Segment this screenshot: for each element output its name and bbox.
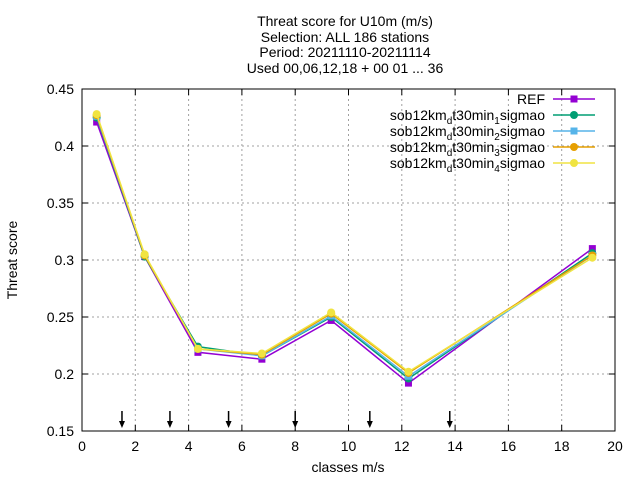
arrow-head [366, 421, 373, 428]
legend-marker [570, 159, 578, 167]
arrow-head [166, 421, 173, 428]
legend-marker [570, 95, 578, 103]
legend-entry-5: sob12kmdt30min4sigmao [390, 155, 595, 175]
y-axis-label: Threat score [4, 220, 20, 299]
class-limit-arrows [118, 411, 453, 428]
legend-label: sob12kmdt30min4sigmao [390, 155, 545, 175]
grid-lines [82, 89, 615, 431]
chart-title: Threat score for U10m (m/s) Selection: A… [247, 13, 444, 76]
x-tick-label: 10 [341, 438, 357, 454]
title-line-4: Used 00,06,12,18 + 00 01 ... 36 [247, 60, 444, 76]
series-layer [92, 110, 597, 387]
legend-label: sob12kmdt30min2sigmao [390, 123, 545, 143]
legend-marker [570, 111, 578, 119]
x-tick-label: 18 [554, 438, 570, 454]
arrow-head [118, 421, 125, 428]
x-tick-label: 8 [291, 438, 299, 454]
y-tick-label: 0.3 [55, 252, 75, 268]
arrow-head [446, 421, 453, 428]
data-point [404, 379, 412, 387]
series-5 [92, 110, 597, 376]
legend-marker [570, 127, 578, 135]
x-tick-label: 20 [607, 438, 623, 454]
y-tick-label: 0.45 [47, 81, 74, 97]
data-point [92, 110, 101, 119]
data-point [588, 253, 597, 262]
x-tick-label: 4 [185, 438, 193, 454]
legend: REFsob12kmdt30min1sigmaosob12kmdt30min2s… [390, 91, 595, 175]
x-tick-label: 12 [394, 438, 410, 454]
y-tick-label: 0.15 [47, 423, 74, 439]
legend-entry-3: sob12kmdt30min2sigmao [390, 123, 595, 143]
legend-entry-4: sob12kmdt30min3sigmao [390, 139, 595, 159]
title-line-1: Threat score for U10m (m/s) [257, 13, 433, 29]
y-tick-label: 0.25 [47, 309, 74, 325]
x-tick-label: 2 [131, 438, 139, 454]
data-point [404, 367, 413, 376]
x-tick-label: 16 [501, 438, 517, 454]
axis-ticks: 0 2 4 6 8 10 12 14 16 18 20 0.15 0.2 0.25 0.3 0.35 0.4 0.… [47, 81, 623, 454]
y-tick-label: 0.35 [47, 195, 74, 211]
title-line-2: Selection: ALL 186 stations [261, 29, 429, 45]
arrow-head [292, 421, 299, 428]
legend-marker [570, 143, 578, 151]
data-point [257, 349, 266, 358]
class-limit-arrow [366, 411, 373, 428]
data-point [193, 344, 202, 353]
legend-label: sob12kmdt30min1sigmao [390, 107, 545, 127]
data-point [140, 250, 149, 259]
class-limit-arrow [166, 411, 173, 428]
data-point [588, 245, 596, 253]
y-tick-label: 0.2 [55, 366, 75, 382]
x-tick-label: 0 [78, 438, 86, 454]
x-axis-label: classes m/s [311, 459, 384, 475]
x-tick-label: 14 [447, 438, 463, 454]
data-point [327, 308, 336, 317]
legend-entry-2: sob12kmdt30min1sigmao [390, 107, 595, 127]
y-tick-label: 0.4 [55, 138, 75, 154]
class-limit-arrow [225, 411, 232, 428]
x-tick-label: 6 [238, 438, 246, 454]
data-point [93, 118, 101, 126]
class-limit-arrow [292, 411, 299, 428]
class-limit-arrow [446, 411, 453, 428]
legend-label: REF [517, 91, 545, 107]
legend-entry-1: REF [517, 91, 595, 107]
class-limit-arrow [118, 411, 125, 428]
legend-label: sob12kmdt30min3sigmao [390, 139, 545, 159]
arrow-head [225, 421, 232, 428]
title-line-3: Period: 20211110-20211114 [259, 44, 430, 60]
